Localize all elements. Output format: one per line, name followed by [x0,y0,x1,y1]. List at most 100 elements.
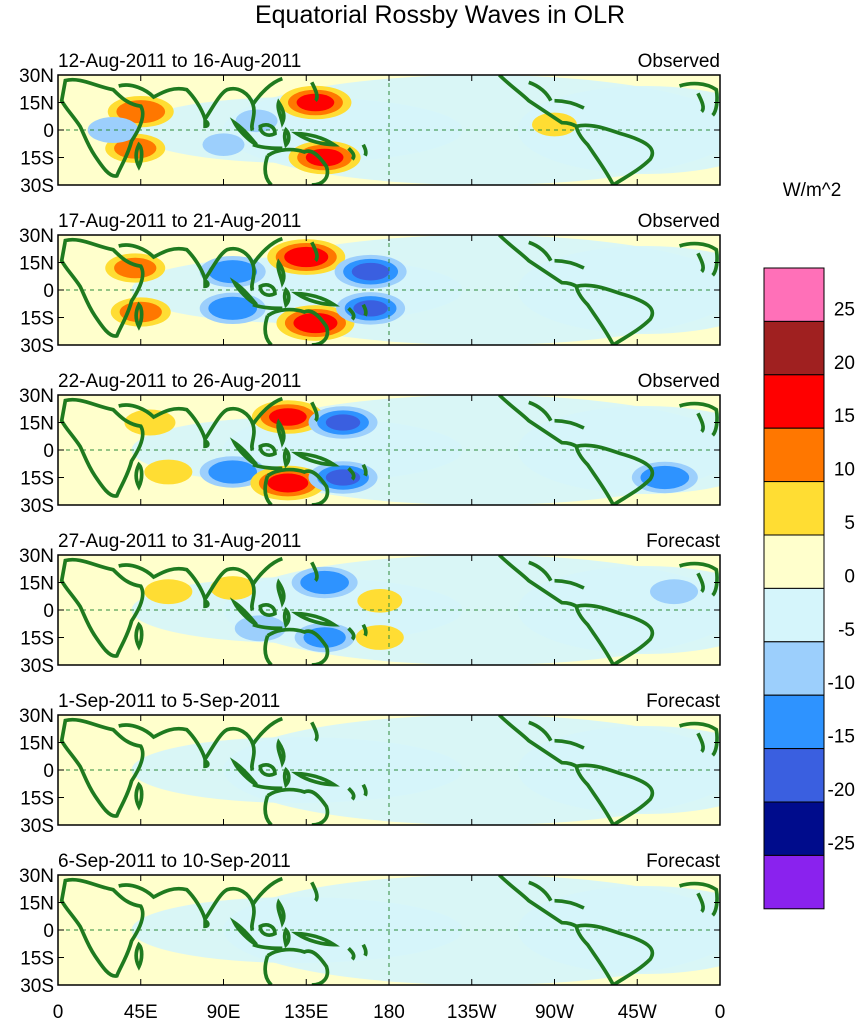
olr-anomaly-1 [124,409,176,436]
olr-anomaly-4 [202,133,245,156]
olr-anomaly-7 [351,262,390,281]
lat-tick-label: 30S [20,176,54,197]
lat-tick-label: 30N [19,866,54,887]
colorbar-tick-label: -25 [828,833,855,854]
lat-tick-label: 15N [19,734,54,755]
lon-tick-label: 0 [53,1002,64,1023]
lon-tick-label: 180 [373,1002,405,1023]
panel-period-label: 17-Aug-2011 to 21-Aug-2011 [58,211,301,232]
panel-status-label: Observed [638,211,720,232]
lon-tick-label: 90E [207,1002,241,1023]
colorbar-swatch [763,374,825,429]
figure-title: Equatorial Rossby Waves in OLR [255,1,625,29]
panels: 30N 15N 0 15S 30S 12-Aug-2011 to 16-Aug-2011 O… [19,51,721,997]
colorbar: 25 20 15 10 5 0 -5 -10 -15 -20 -25 [763,267,855,910]
colorbar-swatch [763,427,825,483]
lat-tick-label: 30N [19,66,54,87]
olr-anomaly-2 [210,576,256,600]
panel-5: 30N 15N 0 15S 30S 1-Sep-2011 to 5-Sep-2011 For… [19,691,721,837]
lat-tick-label: 30N [19,706,54,727]
lat-tick-label: 0 [43,921,54,942]
olr-anomaly-5 [267,473,309,493]
colorbar-tick-label: 15 [834,406,855,427]
lat-tick-label: 15N [19,94,54,115]
colorbar-swatch [763,694,825,750]
lat-tick-label: 15S [20,309,54,330]
lat-tick-label: 15N [19,254,54,275]
lat-tick-label: 30S [20,496,54,517]
lat-tick-label: 0 [43,761,54,782]
colorbar-tick-label: 20 [834,353,855,374]
olr-anomaly-8 [353,300,388,317]
olr-anomaly-6 [325,414,361,431]
colorbar-tick-label: -15 [828,727,855,748]
olr-anomaly-1 [114,257,157,279]
lat-tick-label: 15S [20,149,54,170]
olr-anomaly-5 [284,246,329,268]
olr-anomaly-4 [300,570,349,595]
colorbar-tick-label: -10 [828,673,855,694]
colorbar-tick-label: -5 [838,620,855,641]
olr-anomaly-3 [208,460,258,484]
lat-tick-label: 30S [20,816,54,837]
panel-status-label: Observed [638,51,720,72]
panel-status-label: Observed [638,371,720,392]
lon-tick-label: 90W [535,1002,574,1023]
panel-6: 30N 15N 0 15S 30S 6-Sep-2011 to 10-Sep-2011 Fo… [19,851,721,997]
colorbar-tick-label: -20 [828,780,855,801]
olr-anomaly-7 [87,117,139,143]
lat-tick-label: 15S [20,629,54,650]
lat-tick-label: 15N [19,574,54,595]
colorbar-swatch [763,267,825,322]
olr-anomaly-4 [208,296,258,320]
lat-tick-label: 30N [19,546,54,567]
olr-anomaly-7 [355,625,404,650]
colorbar-swatch [763,534,825,589]
panel-status-label: Forecast [646,691,721,712]
colorbar-swatch [763,854,825,910]
colorbar-tick-label: 10 [834,460,855,481]
olr-anomaly-1 [144,579,193,605]
lon-tick-label: 45W [618,1002,657,1023]
lon-tick-label: 135E [284,1002,328,1023]
olr-anomaly-5 [296,93,335,112]
panel-period-label: 1-Sep-2011 to 5-Sep-2011 [58,691,280,712]
panel-1: 30N 15N 0 15S 30S 12-Aug-2011 to 16-Aug-2011 O… [19,51,721,197]
olr-anomaly-2 [144,459,193,485]
lat-tick-label: 30S [20,976,54,997]
colorbar-tick-label: 25 [834,299,855,320]
panel-period-label: 12-Aug-2011 to 16-Aug-2011 [58,51,301,72]
colorbar-swatch [763,587,825,643]
lat-tick-label: 30N [19,386,54,407]
panel-2: 30N 15N 0 15S 30S 17-Aug-2011 to 21-Aug-2011 O… [19,211,721,357]
lat-tick-label: 15S [20,949,54,970]
olr-anomaly-2 [114,138,157,159]
lat-tick-label: 30S [20,656,54,677]
panel-3: 30N 15N 0 15S 30S 22-Aug-2011 to 26-Aug-2011 O… [19,371,721,517]
units-label: W/m^2 [783,180,842,201]
lat-tick-label: 30N [19,226,54,247]
colorbar-tick-label: 0 [844,566,855,587]
lat-tick-label: 0 [43,601,54,622]
olr-anomaly-1 [116,100,166,124]
lat-tick-label: 15N [19,414,54,435]
lon-tick-label: 45E [124,1002,158,1023]
colorbar-swatch [763,320,825,376]
olr-anomaly-4 [269,408,307,426]
panel-period-label: 27-Aug-2011 to 31-Aug-2011 [58,531,301,552]
colorbar-swatch [763,801,825,856]
olr-anomaly-6 [357,588,403,613]
colorbar-tick-label: 5 [844,513,855,534]
colorbar-swatch [763,481,825,536]
lat-tick-label: 0 [43,441,54,462]
lat-tick-label: 15N [19,894,54,915]
panel-4: 30N 15N 0 15S 30S 27-Aug-2011 to 31-Aug-2011 F… [19,531,721,677]
lon-tick-label: 135W [447,1002,497,1023]
colorbar-swatch [763,641,825,696]
lat-tick-label: 15S [20,469,54,490]
olr-anomaly-8 [640,465,690,490]
lon-tick-label: 0 [715,1002,726,1023]
panel-period-label: 22-Aug-2011 to 26-Aug-2011 [58,371,301,392]
olr-anomaly-8 [650,579,699,605]
